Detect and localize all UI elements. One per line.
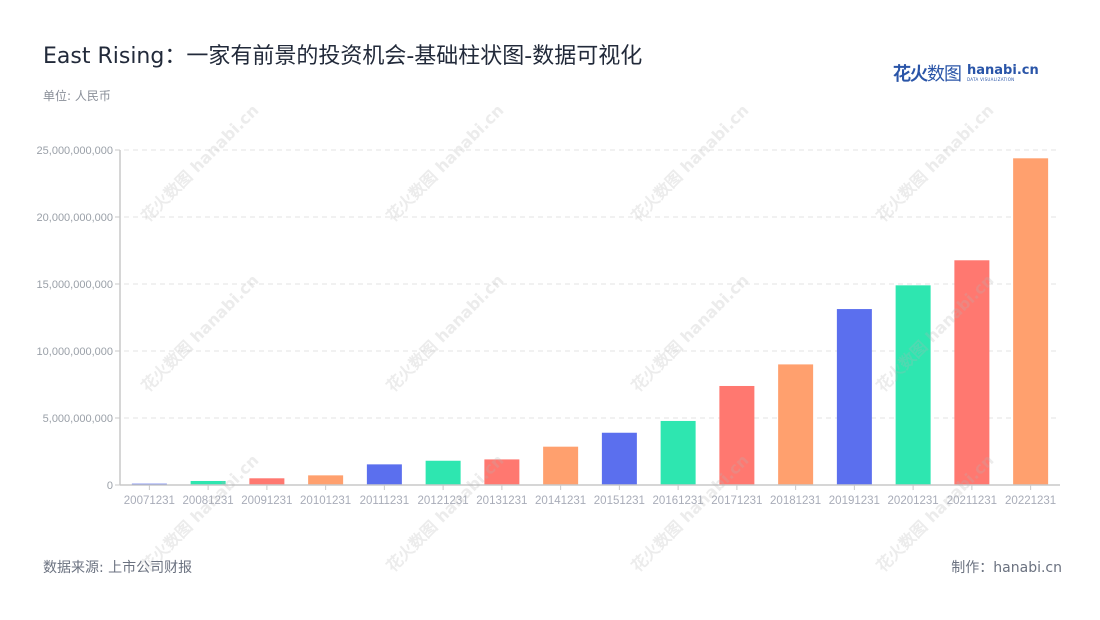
logo-cn: 花火数图	[893, 64, 962, 85]
chart-title: East Rising：一家有前景的投资机会-基础柱状图-数据可视化	[43, 44, 643, 69]
x-tick-label: 20081231	[183, 495, 234, 507]
y-tick-label: 25,000,000,000	[37, 145, 113, 157]
y-tick-label: 15,000,000,000	[37, 279, 113, 291]
bar-20161231[interactable]	[660, 420, 696, 485]
x-tick-label: 20141231	[535, 495, 586, 507]
bar-20191231[interactable]	[836, 309, 872, 485]
credit: 制作：hanabi.cn	[951, 560, 1062, 576]
x-axis: 20071231 20081231 20091231 20101231 20111231…	[120, 484, 1060, 507]
bar-20151231[interactable]	[601, 432, 637, 485]
x-tick-label: 20191231	[829, 495, 880, 507]
unit-label: 单位: 人民币	[43, 89, 111, 103]
logo-en: hanabi.cn DATA VISUALIZATION	[967, 63, 1039, 82]
data-source: 数据来源: 上市公司财报	[43, 560, 193, 576]
y-tick-label: 5,000,000,000	[43, 413, 113, 425]
y-tick-label: 0	[107, 480, 113, 492]
bar-20221231[interactable]	[1013, 158, 1049, 486]
x-tick-label: 20211231	[947, 495, 997, 507]
x-tick-label: 20071231	[124, 495, 175, 507]
x-tick-label: 20111231	[360, 495, 409, 507]
bar-20131231[interactable]	[484, 459, 520, 485]
bars	[131, 158, 1049, 486]
bar-20141231[interactable]	[543, 446, 579, 485]
x-tick-label: 20181231	[770, 495, 821, 507]
x-tick-label: 20171231	[711, 495, 762, 507]
x-tick-label: 20161231	[653, 495, 704, 507]
x-tick-label: 20101231	[300, 495, 351, 507]
y-tick-label: 10,000,000,000	[37, 346, 113, 358]
x-tick-label: 20121231	[418, 495, 469, 507]
x-tick-label: 20131231	[476, 495, 527, 507]
y-axis: 0 5,000,000,000 10,000,000,000 15,000,000,0…	[37, 145, 121, 492]
x-tick-label: 20201231	[888, 495, 939, 507]
x-tick-label: 20221231	[1005, 495, 1056, 507]
bar-20171231[interactable]	[719, 385, 755, 485]
bar-20081231[interactable]	[190, 480, 226, 485]
hanabi-logo: 花火数图 hanabi.cn DATA VISUALIZATION	[893, 60, 1039, 86]
bar-20211231[interactable]	[954, 260, 990, 485]
bar-20101231[interactable]	[308, 475, 344, 485]
bar-20091231[interactable]	[249, 478, 285, 485]
y-tick-label: 20,000,000,000	[37, 212, 113, 224]
bar-20201231[interactable]	[895, 285, 931, 485]
bar-20111231[interactable]	[366, 464, 402, 485]
x-tick-label: 20151231	[594, 495, 645, 507]
x-tick-label: 20091231	[241, 495, 292, 507]
grid-lines	[124, 149, 1060, 419]
bar-20121231[interactable]	[425, 460, 461, 485]
bar-20181231[interactable]	[778, 364, 814, 485]
